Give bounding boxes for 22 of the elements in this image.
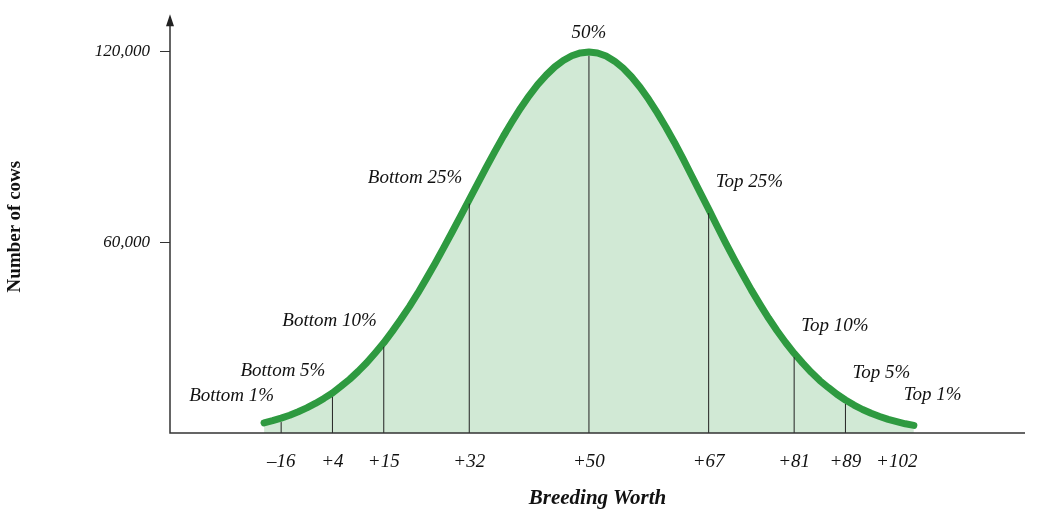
- x-tick-label: +67: [692, 450, 727, 472]
- x-tick-label: +4: [321, 450, 345, 472]
- annotation: Top 1%: [903, 382, 962, 404]
- annotation: Top 5%: [852, 360, 911, 382]
- x-tick-label: +89: [829, 450, 862, 472]
- y-tick-label: 60,000: [103, 231, 151, 251]
- annotation: Bottom 1%: [189, 384, 275, 406]
- annotation: Top 25%: [715, 170, 784, 192]
- x-tick-label: +81: [778, 450, 811, 472]
- annotation: Bottom 25%: [367, 165, 463, 187]
- annotation: Top 10%: [801, 314, 869, 336]
- x-tick-label: +32: [453, 450, 486, 472]
- x-tick-label: +50: [573, 450, 606, 472]
- x-tick-label: +102: [876, 450, 918, 472]
- x-axis-title: Breeding Worth: [527, 484, 667, 509]
- y-axis-title: Number of cows: [3, 160, 25, 293]
- x-tick-label: –16: [265, 450, 296, 472]
- annotation: Bottom 10%: [282, 308, 377, 330]
- y-tick-label: 120,000: [94, 41, 151, 61]
- annotation: 50%: [571, 20, 607, 42]
- x-tick-label: +15: [367, 450, 400, 472]
- annotation: Bottom 5%: [240, 358, 326, 380]
